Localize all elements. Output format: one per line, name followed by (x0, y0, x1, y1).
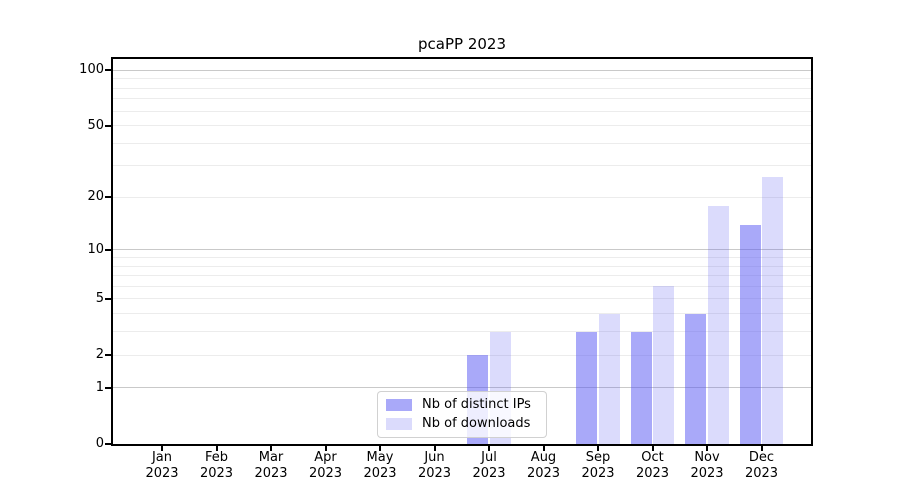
gridline-minor (113, 331, 811, 333)
bar-downloads (598, 313, 620, 444)
gridline-major (113, 69, 811, 71)
y-tick-mark (105, 386, 111, 389)
bar-distinct-ips (576, 331, 598, 444)
y-tick-label: 10 (87, 241, 104, 257)
y-tick-label: 20 (87, 189, 104, 205)
x-tick-label: Nov 2023 (690, 450, 724, 481)
plot-area (111, 57, 813, 446)
gridline-minor (113, 98, 811, 100)
gridline-major (113, 387, 811, 389)
bar-distinct-ips (685, 313, 707, 444)
y-tick-mark (105, 354, 111, 357)
x-tick-mark (215, 446, 218, 451)
x-tick-mark (433, 446, 436, 451)
gridline-major (113, 249, 811, 251)
x-tick-mark (760, 446, 763, 451)
gridline-minor (113, 142, 811, 144)
x-tick-label: Jul 2023 (472, 450, 506, 481)
y-tick-label: 2 (95, 347, 104, 363)
gridline-minor (113, 275, 811, 277)
bar-downloads (653, 286, 675, 444)
y-tick-mark (105, 297, 111, 300)
y-tick-label: 50 (87, 117, 104, 133)
x-tick-label: Apr 2023 (308, 450, 343, 481)
bar-distinct-ips (739, 224, 761, 444)
gridline-minor (113, 298, 811, 300)
y-tick-label: 1 (95, 379, 104, 395)
x-tick-mark (651, 446, 654, 451)
y-tick-mark (105, 248, 111, 251)
gridline-minor (113, 265, 811, 267)
gridline-minor (113, 285, 811, 287)
x-tick-mark (379, 446, 381, 451)
x-tick-label: Aug 2023 (526, 450, 561, 481)
gridline-minor (113, 257, 811, 258)
bar-downloads (762, 177, 784, 444)
x-tick-mark (270, 446, 272, 451)
y-tick-label: 100 (79, 62, 104, 78)
chart-title: pcaPP 2023 (418, 35, 506, 53)
x-tick-label: Feb 2023 (199, 450, 234, 481)
gridline-minor (113, 125, 811, 127)
legend-swatch-downloads (386, 418, 412, 431)
y-tick-mark (105, 69, 111, 72)
bar-downloads (707, 205, 729, 444)
legend-label: Nb of downloads (422, 416, 531, 432)
gridline-minor (113, 196, 811, 198)
gridline-minor (113, 87, 811, 89)
legend: Nb of distinct IPs Nb of downloads (377, 391, 547, 438)
y-tick-mark (105, 196, 111, 199)
y-tick-mark (105, 443, 111, 445)
legend-swatch-distinct-ips (386, 398, 412, 411)
y-tick-label: 5 (95, 290, 104, 306)
legend-label: Nb of distinct IPs (422, 396, 531, 412)
x-tick-label: Sep 2023 (581, 450, 615, 481)
x-tick-mark (488, 446, 490, 451)
gridline-minor (113, 354, 811, 356)
x-tick-mark (706, 446, 708, 451)
x-tick-label: Mar 2023 (254, 450, 288, 481)
x-tick-label: Dec 2023 (744, 450, 779, 481)
gridline-minor (113, 78, 811, 80)
x-tick-mark (324, 446, 327, 451)
y-tick-mark (105, 124, 111, 127)
gridline-minor (113, 110, 811, 112)
x-tick-mark (597, 446, 599, 451)
x-tick-label: May 2023 (363, 450, 397, 481)
gridline-minor (113, 313, 811, 315)
legend-item-distinct-ips: Nb of distinct IPs (386, 396, 538, 414)
y-tick-label: 0 (95, 436, 104, 451)
x-tick-label: Jan 2023 (145, 450, 179, 481)
gridline-minor (113, 165, 811, 167)
bar-distinct-ips (630, 331, 652, 444)
x-tick-label: Jun 2023 (417, 450, 452, 481)
x-tick-label: Oct 2023 (635, 450, 670, 481)
x-tick-mark (542, 446, 545, 451)
x-tick-mark (161, 446, 163, 451)
legend-item-downloads: Nb of downloads (386, 416, 538, 434)
